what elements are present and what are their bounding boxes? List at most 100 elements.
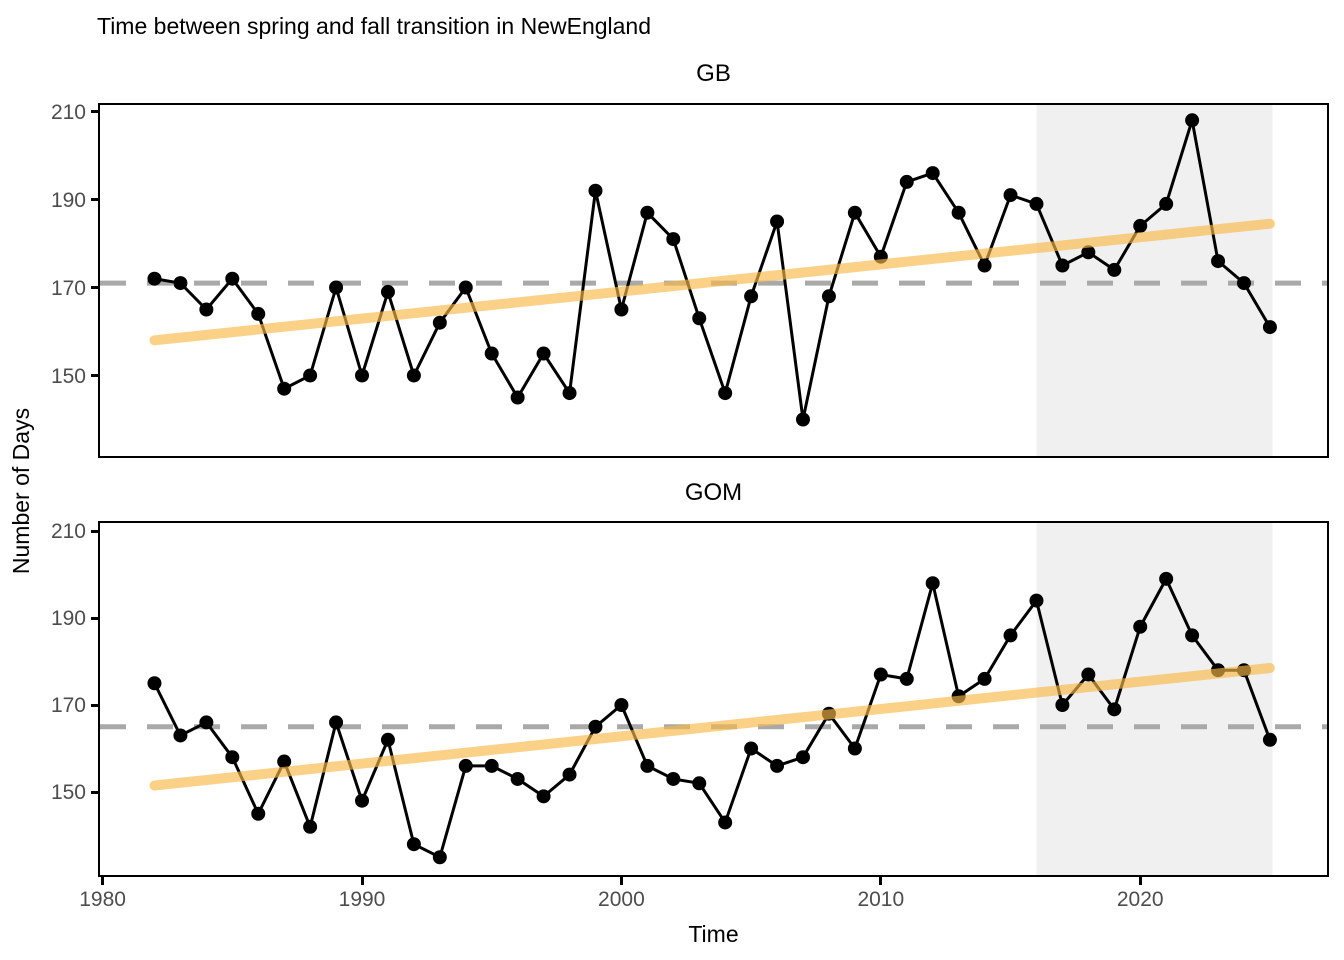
data-point [1262,320,1277,335]
x-tick-label: 2010 [857,888,905,911]
y-tick-mark [91,286,99,289]
data-point [795,750,810,765]
x-tick-mark [619,877,623,885]
x-tick-mark [879,877,883,885]
data-point [977,671,992,686]
y-tick-label: 150 [50,781,86,804]
data-point [977,258,992,273]
data-point [666,771,681,786]
data-point [1055,698,1070,712]
y-tick-label: 210 [50,100,86,124]
data-point [536,789,551,804]
data-point [199,715,214,730]
x-tick-mark [101,877,105,885]
x-tick-mark [360,877,364,885]
y-tick-label: 210 [50,520,86,543]
data-point [406,368,421,383]
data-point [1029,196,1044,211]
y-tick-mark [91,529,99,533]
data-point [199,302,214,317]
y-tick-label: 170 [50,694,86,717]
data-point [718,815,733,830]
y-tick-mark [91,110,99,113]
data-point [1081,667,1096,682]
data-point [173,276,188,291]
data-point [614,698,629,712]
gom-plot-svg [100,523,1327,875]
data-point [1159,571,1174,586]
y-tick-mark [91,616,99,620]
data-point [484,346,499,361]
x-axis-title: Time [688,921,739,947]
data-point [1211,254,1226,269]
panel-gom [98,521,1329,877]
data-point [821,289,836,304]
data-point [692,311,707,326]
data-point [432,850,447,865]
data-point [1055,258,1070,273]
data-point [588,183,603,198]
data-point [303,368,318,383]
data-point [925,576,940,591]
data-point [173,728,188,743]
trend-line [149,663,1275,791]
data-point [951,205,966,220]
data-point [562,386,577,401]
data-point [355,368,370,383]
data-point [1107,702,1122,717]
y-tick-mark [91,790,99,794]
data-point [614,302,629,317]
data-point [147,271,162,286]
data-point [380,284,395,299]
data-point [640,205,655,220]
data-point [718,386,733,401]
y-tick-label: 190 [50,188,86,212]
data-point [510,390,525,405]
highlight-region [1036,105,1273,456]
data-point [251,306,266,321]
y-tick-label: 150 [50,364,86,388]
data-point [406,837,421,852]
data-point [329,715,344,730]
y-tick-mark [91,198,99,201]
data-point [588,719,603,734]
data-point [899,671,914,686]
facet-label-gb: GB [696,60,731,87]
data-point [458,280,473,295]
highlight-region [1036,523,1273,875]
data-point [744,741,759,756]
data-point [770,758,785,773]
data-point [355,793,370,808]
data-point [562,767,577,782]
data-point [510,771,525,786]
data-point [251,806,266,821]
data-point [1081,245,1096,260]
data-point [432,315,447,330]
x-tick-label: 1980 [79,888,126,911]
data-point [925,166,940,181]
gb-plot-svg [100,105,1327,456]
y-axis-title: Number of Days [8,407,34,575]
y-tick-mark [91,374,99,377]
data-point [147,676,162,691]
data-point [1236,276,1251,291]
data-point [1133,218,1148,233]
data-point [692,776,707,791]
data-point [847,741,862,756]
y-tick-mark [91,703,99,707]
data-point [380,732,395,747]
data-point [1185,628,1200,643]
data-point [795,412,810,427]
data-point [847,205,862,220]
data-point [666,232,681,247]
data-point [1133,619,1148,634]
data-point [1107,262,1122,277]
trend-line [149,218,1275,346]
panel-gb [98,103,1329,458]
data-point [1159,196,1174,211]
data-point [1262,732,1277,747]
facet-label-gom: GOM [684,479,743,506]
data-point [899,174,914,189]
data-point [484,758,499,773]
